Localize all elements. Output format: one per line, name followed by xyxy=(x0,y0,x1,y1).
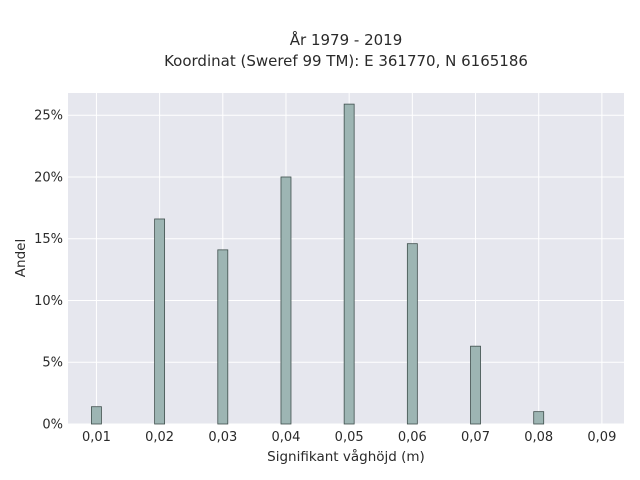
y-tick-label: 25% xyxy=(34,109,63,124)
bar-0-01 xyxy=(91,406,102,425)
bar-0-02 xyxy=(154,218,166,425)
x-axis-title: Signifikant våghöjd (m) xyxy=(267,448,425,465)
chart-title-line1: År 1979 - 2019 xyxy=(290,30,403,49)
bar-0-03 xyxy=(217,249,229,425)
x-tick-label: 0,07 xyxy=(461,430,490,445)
bar-0-04 xyxy=(280,176,292,425)
x-tick-label: 0,04 xyxy=(272,430,301,445)
bar-0-05 xyxy=(343,103,355,425)
x-tick-label: 0,02 xyxy=(145,430,174,445)
bar-0-08 xyxy=(533,411,545,425)
x-tick-label: 0,01 xyxy=(82,430,111,445)
y-tick-labels: 0% 5% 10% 15% 20% 25% xyxy=(34,109,63,433)
x-tick-label: 0,03 xyxy=(208,430,237,445)
y-tick-label: 5% xyxy=(42,356,63,371)
x-tick-label: 0,05 xyxy=(335,430,364,445)
x-tick-label: 0,09 xyxy=(587,430,616,445)
y-tick-label: 10% xyxy=(34,294,63,309)
x-tick-label: 0,08 xyxy=(524,430,553,445)
y-axis-title: Andel xyxy=(13,239,29,277)
y-tick-label: 0% xyxy=(42,418,63,433)
bar-0-06 xyxy=(406,243,418,425)
bar-0-07 xyxy=(470,345,481,425)
bars xyxy=(91,103,545,425)
y-tick-label: 20% xyxy=(34,170,63,185)
chart-title-line2: Koordinat (Sweref 99 TM): E 361770, N 61… xyxy=(164,52,528,70)
y-tick-label: 15% xyxy=(34,232,63,247)
x-tick-label: 0,06 xyxy=(398,430,427,445)
x-tick-labels: 0,01 0,02 0,03 0,04 0,05 0,06 0,07 0,08 0,09 xyxy=(82,430,616,445)
